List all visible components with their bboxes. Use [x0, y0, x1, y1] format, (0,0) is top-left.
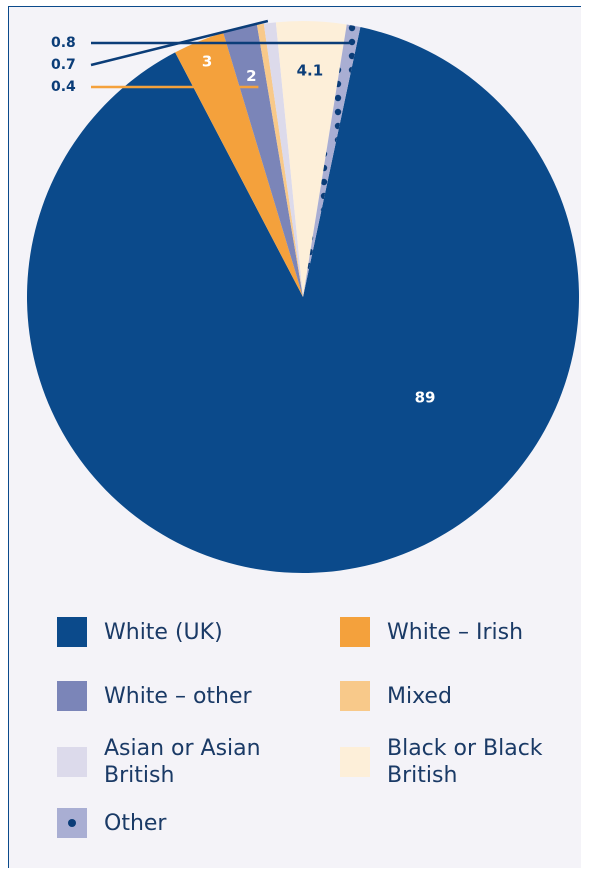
pie-slice-black-or-black-british	[275, 21, 347, 297]
pie-callouts	[90, 19, 350, 89]
legend-label: White – Irish	[387, 619, 524, 645]
legend-item-white-uk: White (UK)	[57, 617, 317, 647]
pie-slice-white-other	[223, 24, 303, 298]
callout-value-label: 0.4	[51, 79, 76, 95]
legend-swatch-asian	[57, 747, 87, 777]
legend-label: Black or Black British	[387, 736, 543, 788]
chart-legend: White (UK) White – Irish White – other M…	[57, 617, 577, 857]
pie-slice-asian-or-asian-british	[263, 22, 303, 297]
legend-label: Other	[104, 810, 167, 836]
legend-swatch-white-uk	[57, 617, 87, 647]
legend-item-asian: Asian or Asian British	[57, 735, 317, 789]
pie-labels: 89 3 2 4.1 0.4 0.7 0.8	[51, 35, 435, 407]
legend-label: White – other	[104, 683, 252, 709]
legend-swatch-other	[57, 808, 87, 838]
legend-label: Mixed	[387, 683, 452, 709]
slice-value-label: 2	[246, 67, 256, 85]
pie-slice-mixed	[256, 23, 303, 298]
legend-swatch-white-other	[57, 681, 87, 711]
legend-swatch-white-irish	[340, 617, 370, 647]
pie-slices	[27, 21, 580, 574]
legend-swatch-black	[340, 747, 370, 777]
legend-item-white-irish: White – Irish	[340, 617, 589, 647]
slice-value-label: 89	[415, 389, 436, 407]
legend-item-mixed: Mixed	[340, 681, 589, 711]
chart-panel: 89 3 2 4.1 0.4 0.7 0.8 White (UK) White – Iris…	[8, 6, 581, 868]
legend-item-white-other: White – other	[57, 681, 317, 711]
slice-value-label: 4.1	[297, 61, 324, 79]
dot-pattern-icon	[68, 819, 76, 827]
pie-slice-other	[303, 24, 361, 297]
pie-slice-white-uk	[27, 27, 580, 574]
slice-value-label: 3	[202, 52, 212, 70]
callout-value-label: 0.7	[51, 57, 76, 73]
legend-label: White (UK)	[104, 619, 223, 645]
legend-item-black: Black or Black British	[340, 735, 589, 789]
legend-label: Asian or Asian British	[104, 736, 261, 788]
pie-slice-white-irish	[175, 32, 303, 298]
legend-swatch-mixed	[340, 681, 370, 711]
legend-item-other: Other	[57, 808, 317, 838]
pie-chart: 89 3 2 4.1 0.4 0.7 0.8	[27, 19, 580, 574]
callout-value-label: 0.8	[51, 35, 76, 51]
